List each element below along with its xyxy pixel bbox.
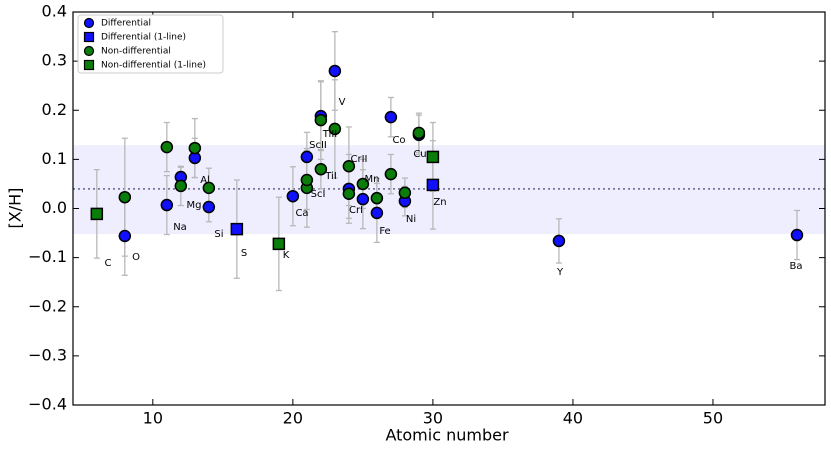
x-tick-label: 30 bbox=[423, 409, 443, 428]
element-label: Na bbox=[173, 222, 187, 233]
point bbox=[188, 141, 202, 155]
element-label: K bbox=[283, 250, 290, 261]
element-label: O bbox=[132, 252, 140, 263]
legend-label: Non-differential bbox=[101, 47, 171, 57]
point bbox=[426, 178, 440, 192]
element-label: CrI bbox=[349, 205, 363, 216]
x-axis-label: Atomic number bbox=[385, 426, 509, 445]
y-tick-label: 0.1 bbox=[42, 149, 67, 168]
y-tick-label: −0.1 bbox=[28, 247, 67, 266]
x-tick-label: 40 bbox=[563, 409, 583, 428]
point bbox=[370, 206, 384, 220]
element-label: Ni bbox=[406, 214, 416, 225]
y-tick-label: −0.3 bbox=[28, 345, 67, 364]
x-tick-label: 50 bbox=[703, 409, 723, 428]
y-tick-label: 0.0 bbox=[42, 198, 67, 217]
point bbox=[90, 207, 104, 221]
y-axis-label: [X/H] bbox=[6, 188, 25, 229]
point bbox=[118, 190, 132, 204]
plot-frame bbox=[72, 11, 826, 406]
point bbox=[160, 198, 174, 212]
element-label: Co bbox=[392, 135, 405, 146]
point bbox=[314, 113, 328, 127]
legend-box bbox=[77, 14, 224, 74]
point bbox=[342, 160, 356, 173]
element-label: Cu bbox=[413, 149, 426, 160]
element-label: CrII bbox=[351, 154, 368, 165]
x-tick-label: 10 bbox=[143, 409, 163, 428]
point bbox=[230, 222, 244, 236]
point bbox=[300, 150, 314, 164]
point bbox=[426, 150, 440, 164]
element-label: TiI bbox=[324, 171, 337, 182]
y-tick-label: 0.2 bbox=[42, 100, 67, 119]
point bbox=[384, 110, 398, 124]
legend-marker bbox=[83, 31, 95, 43]
point bbox=[552, 234, 566, 248]
element-label: TiII bbox=[322, 129, 337, 140]
point bbox=[342, 187, 356, 201]
point bbox=[370, 191, 384, 205]
y-tick-label: 0.3 bbox=[42, 51, 67, 70]
element-label: Al bbox=[200, 175, 210, 186]
y-tick-label: 0.4 bbox=[42, 2, 67, 21]
point bbox=[384, 167, 398, 181]
element-label: Fe bbox=[379, 226, 390, 237]
point bbox=[356, 177, 370, 191]
point bbox=[286, 189, 300, 203]
element-label: Ca bbox=[295, 208, 308, 219]
point bbox=[328, 64, 342, 78]
point bbox=[398, 186, 412, 200]
point bbox=[160, 140, 174, 154]
legend-marker bbox=[83, 59, 95, 71]
element-label: V bbox=[339, 97, 346, 108]
point bbox=[356, 192, 370, 206]
element-label: ScI bbox=[311, 189, 326, 200]
point bbox=[272, 237, 286, 251]
element-label: C bbox=[105, 258, 112, 269]
point bbox=[328, 122, 342, 136]
point bbox=[202, 200, 216, 214]
point bbox=[412, 126, 426, 140]
legend-marker bbox=[83, 45, 95, 57]
element-label: Zn bbox=[433, 197, 446, 208]
legend-label: Non-differential (1-line) bbox=[101, 61, 206, 71]
element-label: Mn bbox=[365, 174, 380, 185]
element-label: ScII bbox=[309, 140, 327, 151]
point bbox=[174, 179, 188, 193]
x-tick-label: 20 bbox=[283, 409, 303, 428]
y-tick-label: −0.4 bbox=[28, 395, 67, 414]
element-label: Mg bbox=[187, 200, 202, 211]
legend-marker bbox=[83, 17, 95, 29]
point bbox=[300, 173, 314, 187]
point bbox=[314, 162, 328, 176]
legend: Differential Differential (1-line) Non-dif… bbox=[77, 14, 224, 74]
point bbox=[790, 228, 804, 242]
element-label: Si bbox=[214, 229, 223, 240]
element-label: S bbox=[241, 248, 247, 259]
legend-label: Differential bbox=[101, 19, 151, 29]
point bbox=[118, 229, 132, 243]
point bbox=[202, 181, 216, 195]
legend-label: Differential (1-line) bbox=[101, 33, 186, 43]
y-tick-label: −0.2 bbox=[28, 296, 67, 315]
element-label: Y bbox=[556, 267, 564, 278]
element-label: Ba bbox=[790, 261, 803, 272]
